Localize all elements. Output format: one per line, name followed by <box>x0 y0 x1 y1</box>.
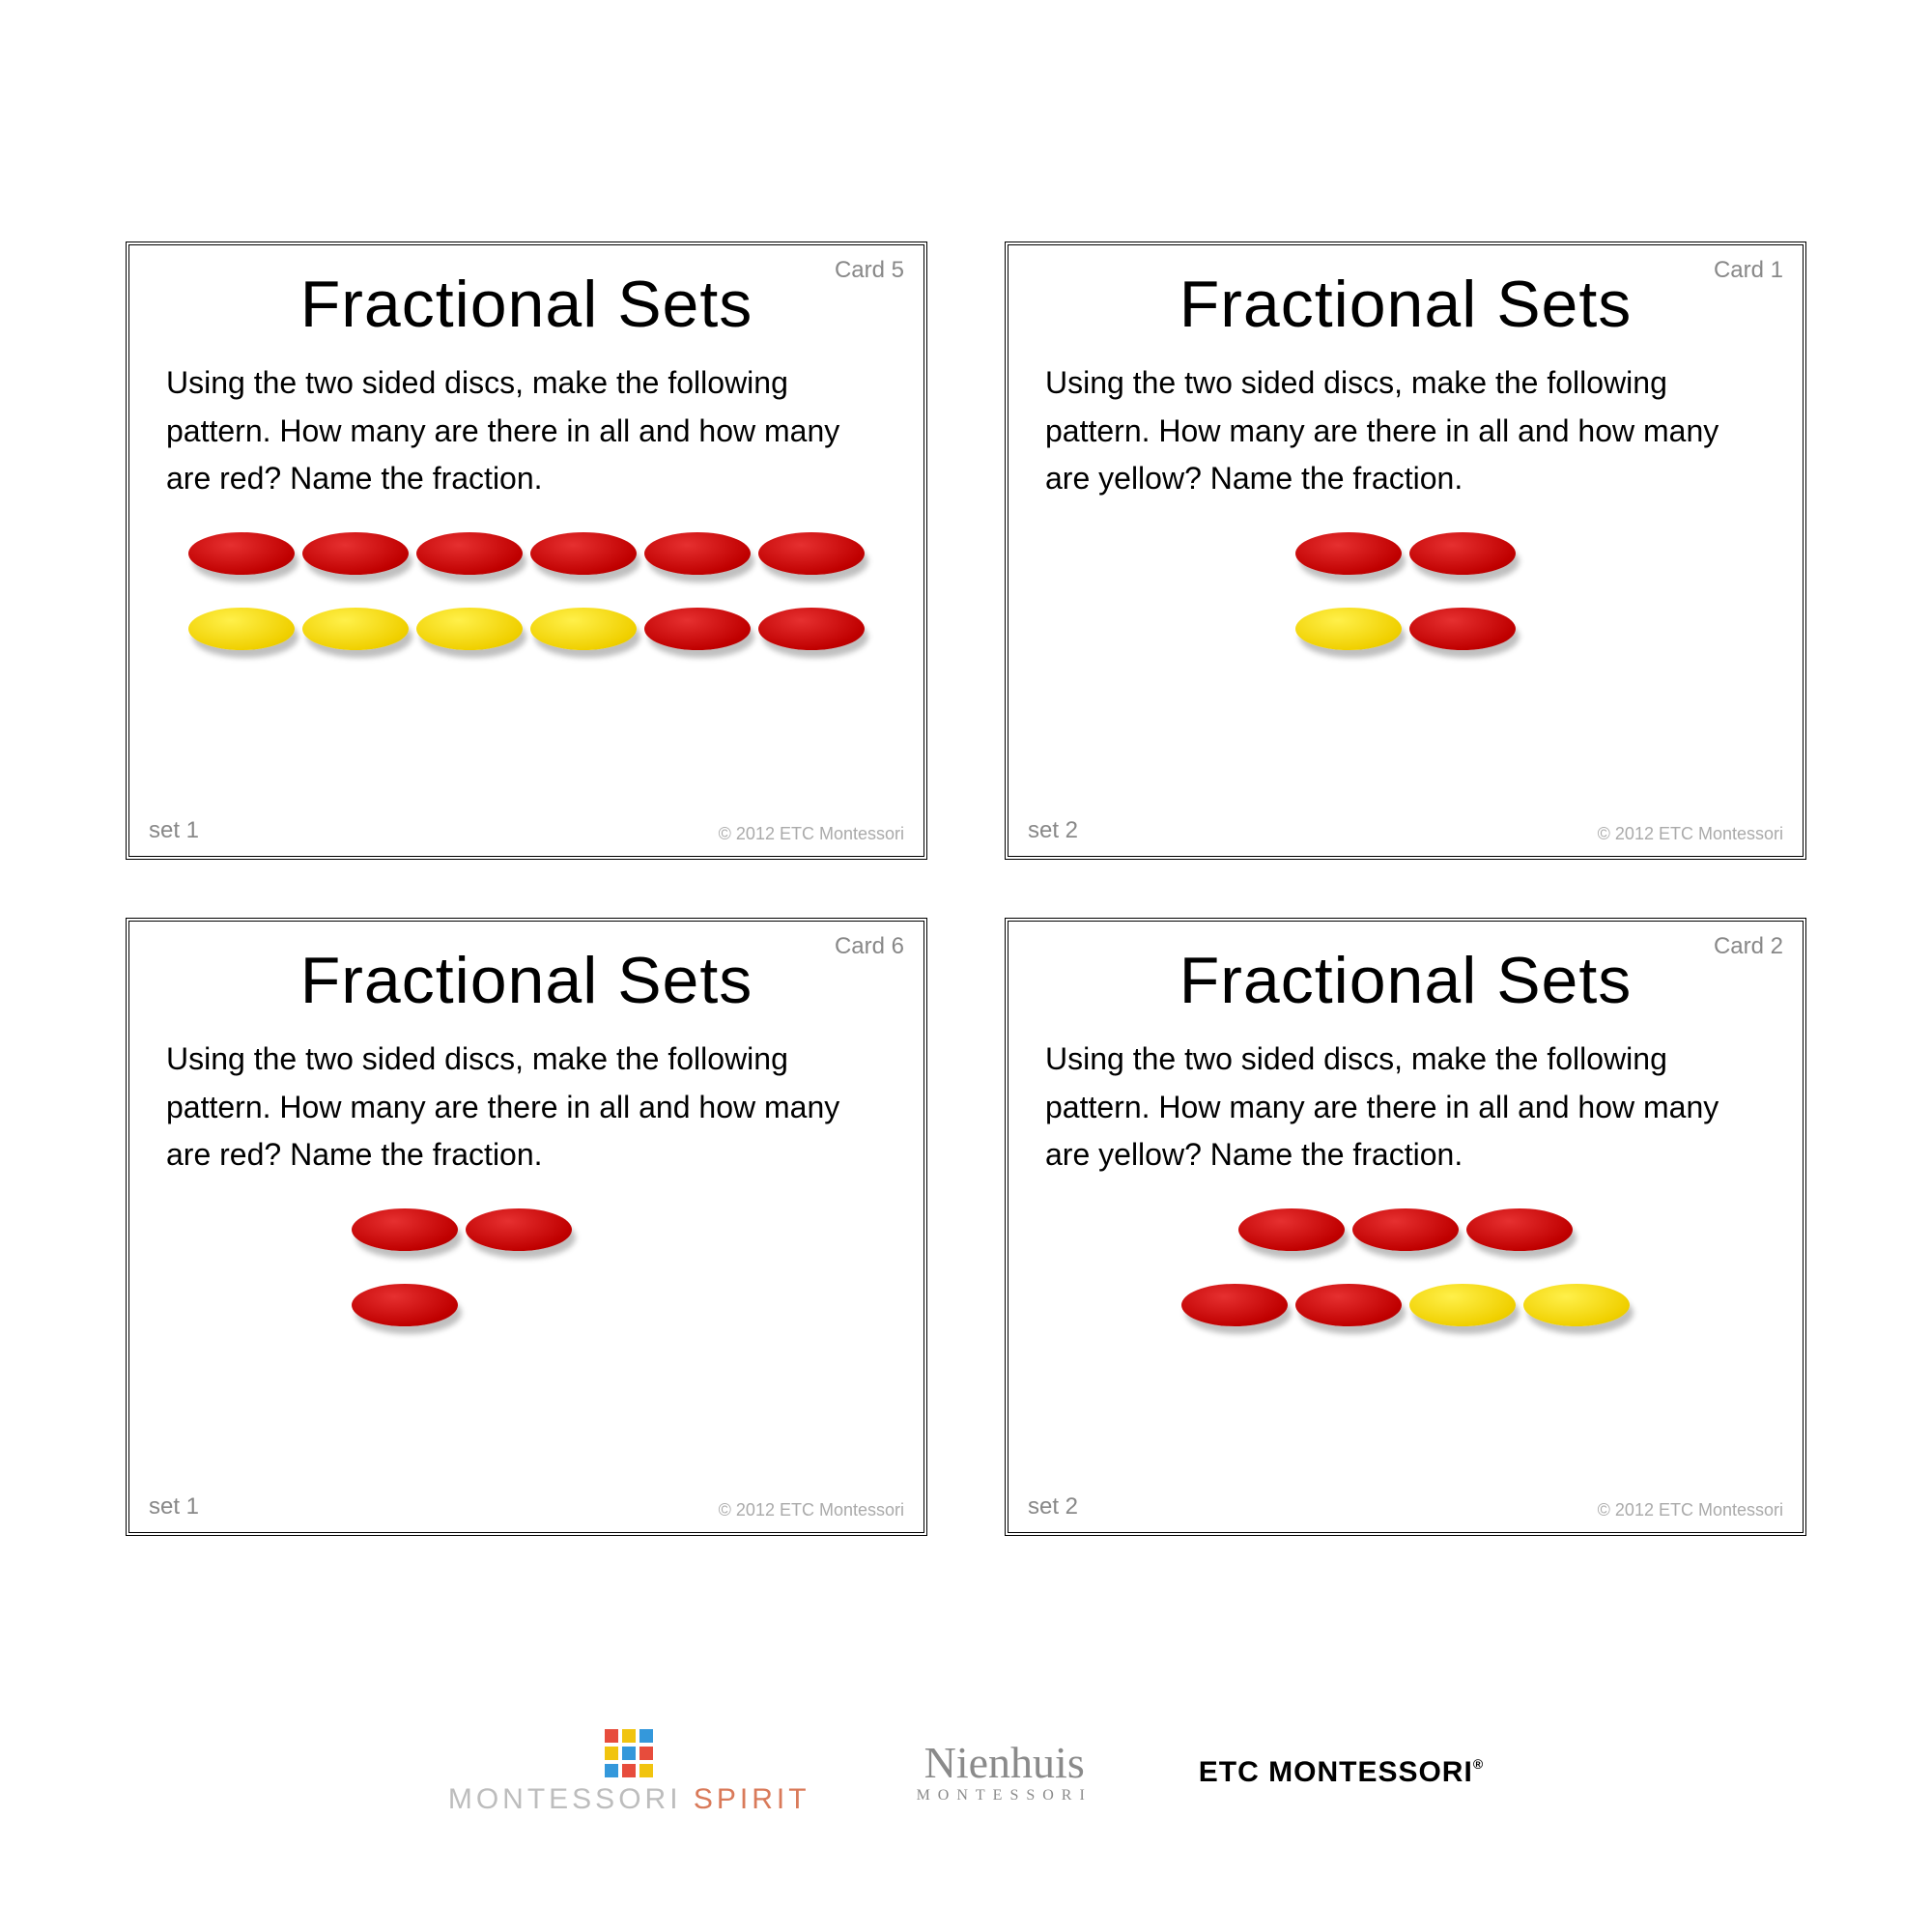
nienhuis-logo: Nienhuis MONTESSORI <box>917 1741 1093 1804</box>
disc-pattern <box>1037 532 1774 650</box>
card-instructions: Using the two sided discs, make the foll… <box>1045 359 1766 503</box>
red-disc <box>188 532 295 575</box>
logo-text: Nienhuis <box>917 1741 1093 1785</box>
disc-pattern <box>158 532 895 650</box>
set-label: set 1 <box>149 817 199 844</box>
card-grid: Card 5 Fractional Sets Using the two sid… <box>126 242 1806 1536</box>
red-disc <box>1466 1208 1573 1251</box>
footer-logos: MONTESSORI SPIRIT Nienhuis MONTESSORI ET… <box>0 1729 1932 1816</box>
red-disc <box>644 532 751 575</box>
fraction-card: Card 2 Fractional Sets Using the two sid… <box>1005 918 1806 1536</box>
red-disc <box>352 1208 458 1251</box>
set-label: set 2 <box>1028 817 1078 844</box>
card-title: Fractional Sets <box>1037 267 1774 342</box>
card-instructions: Using the two sided discs, make the foll… <box>1045 1036 1766 1179</box>
yellow-disc <box>188 608 295 650</box>
card-number: Card 1 <box>1714 257 1783 284</box>
card-title: Fractional Sets <box>158 943 895 1018</box>
montessori-spirit-logo: MONTESSORI SPIRIT <box>448 1729 810 1816</box>
logo-icon <box>448 1729 810 1777</box>
disc-row <box>1181 1284 1630 1326</box>
red-disc <box>302 532 409 575</box>
yellow-disc <box>1295 608 1402 650</box>
red-disc <box>530 532 637 575</box>
red-disc <box>758 608 865 650</box>
red-disc <box>352 1284 458 1326</box>
card-number: Card 5 <box>835 257 904 284</box>
disc-row <box>188 608 865 650</box>
fraction-card: Card 1 Fractional Sets Using the two sid… <box>1005 242 1806 860</box>
yellow-disc <box>416 608 523 650</box>
red-disc <box>1181 1284 1288 1326</box>
disc-pattern <box>158 1208 895 1326</box>
disc-row <box>188 532 865 575</box>
card-number: Card 2 <box>1714 933 1783 960</box>
red-disc <box>1409 532 1516 575</box>
disc-pattern <box>1037 1208 1774 1326</box>
disc-row <box>1295 532 1516 575</box>
red-disc <box>758 532 865 575</box>
yellow-disc <box>302 608 409 650</box>
disc-row <box>1238 1208 1573 1251</box>
disc-row <box>1295 608 1516 650</box>
logo-text: MONTESSORI SPIRIT <box>448 1783 810 1816</box>
card-number: Card 6 <box>835 933 904 960</box>
yellow-disc <box>1523 1284 1630 1326</box>
set-label: set 1 <box>149 1493 199 1520</box>
fraction-card: Card 6 Fractional Sets Using the two sid… <box>126 918 927 1536</box>
copyright: © 2012 ETC Montessori <box>1598 824 1783 844</box>
red-disc <box>466 1208 572 1251</box>
fraction-card: Card 5 Fractional Sets Using the two sid… <box>126 242 927 860</box>
copyright: © 2012 ETC Montessori <box>719 1500 904 1520</box>
set-label: set 2 <box>1028 1493 1078 1520</box>
disc-row <box>352 1208 572 1251</box>
red-disc <box>644 608 751 650</box>
card-title: Fractional Sets <box>1037 943 1774 1018</box>
red-disc <box>1352 1208 1459 1251</box>
yellow-disc <box>530 608 637 650</box>
yellow-disc <box>1409 1284 1516 1326</box>
red-disc <box>1295 1284 1402 1326</box>
card-instructions: Using the two sided discs, make the foll… <box>166 1036 887 1179</box>
card-instructions: Using the two sided discs, make the foll… <box>166 359 887 503</box>
copyright: © 2012 ETC Montessori <box>719 824 904 844</box>
card-title: Fractional Sets <box>158 267 895 342</box>
red-disc <box>1238 1208 1345 1251</box>
copyright: © 2012 ETC Montessori <box>1598 1500 1783 1520</box>
red-disc <box>1409 608 1516 650</box>
red-disc <box>1295 532 1402 575</box>
logo-subtext: MONTESSORI <box>917 1787 1093 1804</box>
etc-montessori-logo: ETC MONTESSORI® <box>1199 1756 1484 1789</box>
red-disc <box>416 532 523 575</box>
disc-row <box>352 1284 458 1326</box>
